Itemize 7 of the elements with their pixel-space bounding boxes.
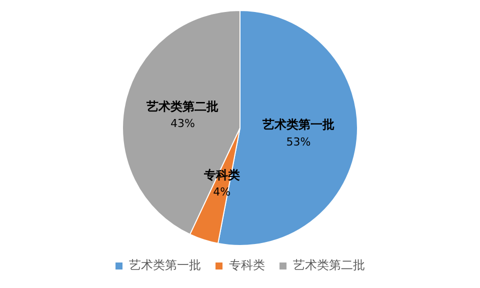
- data-label: 53%: [286, 135, 311, 148]
- data-label: 43%: [170, 117, 195, 130]
- slice-label: 艺术类第二批: [146, 99, 219, 114]
- legend-label: 艺术类第一批: [129, 258, 201, 272]
- legend-label: 专科类: [229, 258, 265, 272]
- legend-label: 艺术类第二批: [293, 258, 365, 272]
- slice-label: 艺术类第一批: [261, 118, 334, 132]
